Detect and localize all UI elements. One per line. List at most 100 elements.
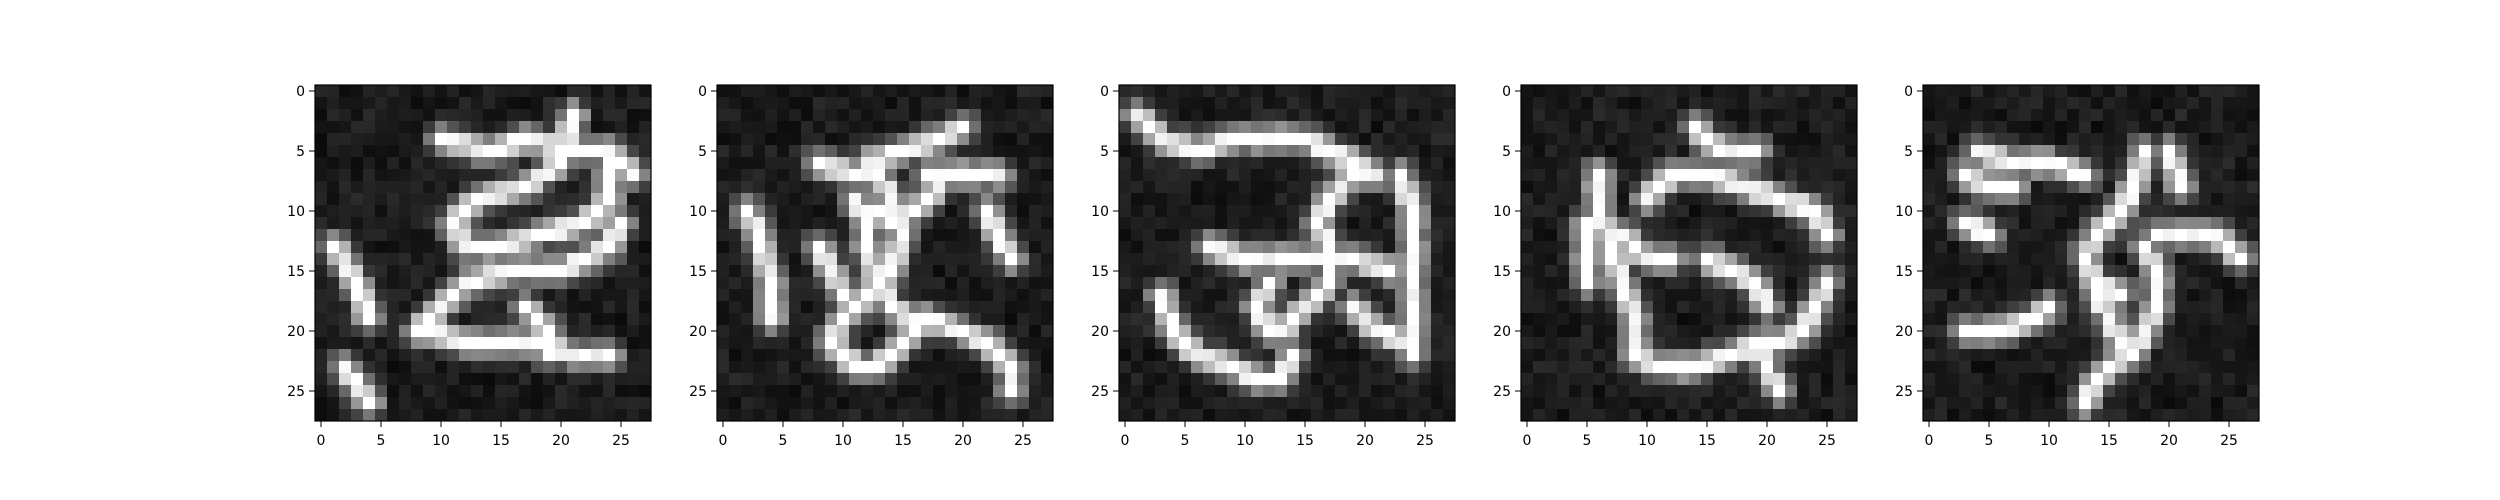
heatmap-cell xyxy=(2247,277,2260,290)
heatmap-cell xyxy=(2247,337,2260,350)
heatmap-cell xyxy=(813,397,826,410)
heatmap-cell xyxy=(1263,241,1276,254)
heatmap-cell xyxy=(1935,133,1948,146)
heatmap-cell xyxy=(1335,169,1348,182)
heatmap-cell xyxy=(969,229,982,242)
heatmap-cell xyxy=(957,409,970,422)
heatmap-cell xyxy=(2199,409,2212,422)
heatmap-cell xyxy=(849,85,862,98)
heatmap-cell xyxy=(825,325,838,338)
heatmap-cell xyxy=(1617,349,1630,362)
heatmap-cell xyxy=(2211,157,2224,170)
heatmap-cell xyxy=(2103,289,2116,302)
heatmap-cell xyxy=(1155,145,1168,158)
heatmap-cell xyxy=(1239,121,1252,134)
heatmap-cell xyxy=(921,409,934,422)
heatmap-cell xyxy=(1179,145,1192,158)
heatmap-cell xyxy=(2019,253,2032,266)
heatmap-cell xyxy=(447,229,460,242)
heatmap-cell xyxy=(1557,313,1570,326)
heatmap-cell xyxy=(411,145,424,158)
y-tick-label: 15 xyxy=(1493,264,1511,280)
heatmap-cell xyxy=(399,217,412,230)
heatmap-cell xyxy=(1833,181,1846,194)
heatmap-cell xyxy=(1203,373,1216,386)
heatmap-cell xyxy=(873,229,886,242)
heatmap-cell xyxy=(1797,85,1810,98)
heatmap-cell xyxy=(1701,265,1714,278)
heatmap-cell xyxy=(777,229,790,242)
heatmap-cell xyxy=(2151,217,2164,230)
heatmap-cell xyxy=(1959,265,1972,278)
heatmap-cell xyxy=(1179,205,1192,218)
heatmap-cell xyxy=(507,241,520,254)
heatmap-cell xyxy=(1749,301,1762,314)
heatmap-cell xyxy=(2115,109,2128,122)
heatmap-cell xyxy=(933,157,946,170)
heatmap-cell xyxy=(1419,217,1432,230)
heatmap-cell xyxy=(1263,337,1276,350)
heatmap-cell xyxy=(945,337,958,350)
heatmap-cell xyxy=(1677,385,1690,398)
heatmap-cell xyxy=(1263,217,1276,230)
heatmap-cell xyxy=(1785,121,1798,134)
heatmap-cell xyxy=(1959,241,1972,254)
heatmap-cell xyxy=(1947,361,1960,374)
heatmap-cell xyxy=(411,349,424,362)
heatmap-cell xyxy=(1677,301,1690,314)
heatmap-cell xyxy=(2127,277,2140,290)
heatmap-cell xyxy=(1947,397,1960,410)
heatmap-cell xyxy=(1773,349,1786,362)
heatmap-cell xyxy=(753,145,766,158)
x-tick-label: 0 xyxy=(1121,433,1130,449)
heatmap-cell xyxy=(1431,313,1444,326)
heatmap-cell xyxy=(717,265,730,278)
heatmap-cell xyxy=(2031,193,2044,206)
heatmap-cell xyxy=(777,337,790,350)
heatmap-cell xyxy=(1971,373,1984,386)
heatmap-cell xyxy=(1323,349,1336,362)
heatmap-cell xyxy=(789,109,802,122)
heatmap-cell xyxy=(717,277,730,290)
heatmap-cell xyxy=(765,205,778,218)
heatmap-cell xyxy=(2055,217,2068,230)
heatmap-cell xyxy=(1443,373,1456,386)
heatmap-cell xyxy=(1371,181,1384,194)
heatmap-cell xyxy=(591,145,604,158)
heatmap-cell xyxy=(777,241,790,254)
heatmap-cell xyxy=(1359,409,1372,422)
heatmap-cell xyxy=(1749,373,1762,386)
heatmap-cell xyxy=(471,85,484,98)
heatmap-cell xyxy=(2055,373,2068,386)
heatmap-cell xyxy=(531,397,544,410)
heatmap-cell xyxy=(2007,145,2020,158)
heatmap-cell xyxy=(765,157,778,170)
heatmap-cell xyxy=(1131,97,1144,110)
heatmap-cell xyxy=(777,181,790,194)
heatmap-cell xyxy=(1155,193,1168,206)
heatmap-cell xyxy=(1761,409,1774,422)
heatmap-cell xyxy=(543,277,556,290)
heatmap-cell xyxy=(729,181,742,194)
heatmap-cell xyxy=(885,313,898,326)
heatmap-cell xyxy=(1983,313,1996,326)
heatmap-cell xyxy=(1641,325,1654,338)
heatmap-cell xyxy=(945,145,958,158)
heatmap-cell xyxy=(1041,301,1054,314)
heatmap-cell xyxy=(615,133,628,146)
heatmap-cell xyxy=(2187,121,2200,134)
heatmap-cell xyxy=(1617,169,1630,182)
heatmap-cell xyxy=(495,121,508,134)
heatmap-cell xyxy=(447,361,460,374)
heatmap-cell xyxy=(1395,253,1408,266)
heatmap-cell xyxy=(1725,265,1738,278)
heatmap-cell xyxy=(2019,313,2032,326)
heatmap-cell xyxy=(639,181,652,194)
heatmap-cell xyxy=(1239,157,1252,170)
heatmap-cell xyxy=(1323,229,1336,242)
heatmap-cell xyxy=(1017,397,1030,410)
heatmap-cell xyxy=(837,253,850,266)
heatmap-cell xyxy=(627,397,640,410)
heatmap-cell xyxy=(543,157,556,170)
heatmap-cell xyxy=(1371,337,1384,350)
